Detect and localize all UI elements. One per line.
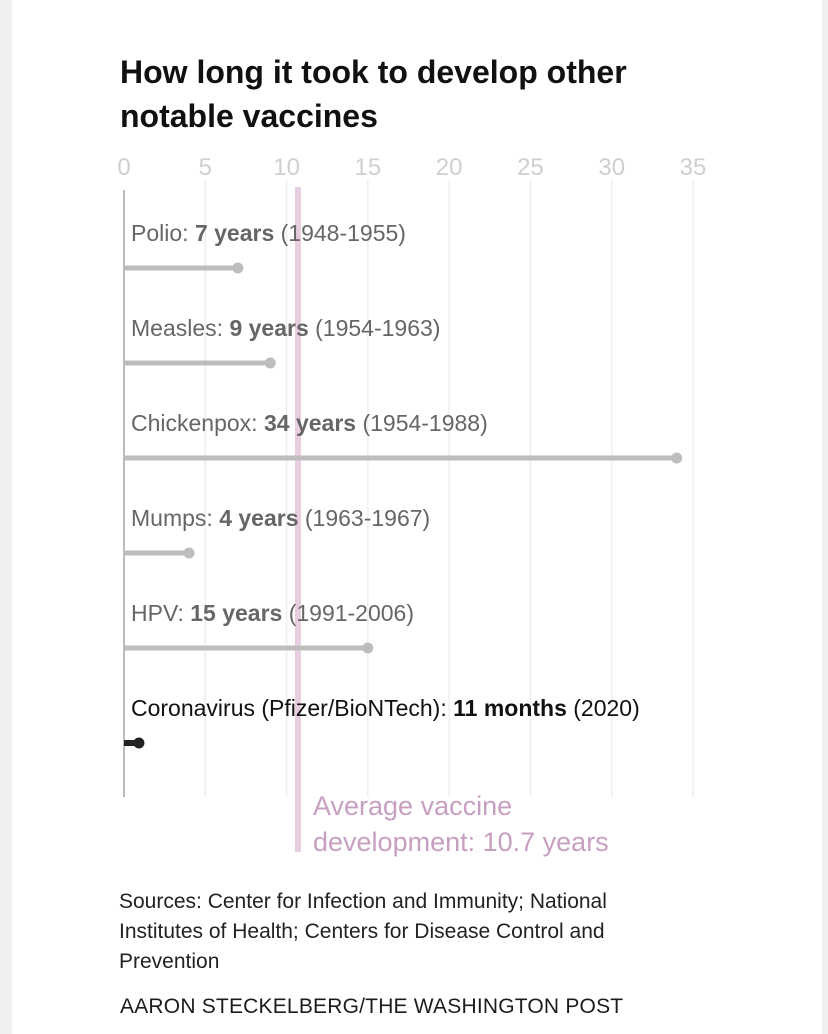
frame-right [822, 0, 828, 1034]
bar-label: Coronavirus (Pfizer/BioNTech): 11 months… [131, 695, 640, 721]
bar-label: HPV: 15 years (1991-2006) [131, 600, 414, 626]
frame-left [0, 0, 12, 1034]
bar-end-dot [671, 452, 683, 464]
vaccine-name: Coronavirus (Pfizer/BioNTech): [131, 695, 453, 721]
average-label-line1: Average vaccine [313, 791, 512, 821]
duration-value: 7 years [195, 220, 274, 246]
bar-label: Mumps: 4 years (1963-1967) [131, 505, 430, 531]
duration-value: 34 years [264, 410, 356, 436]
x-tick-label: 0 [117, 154, 130, 181]
year-range: (1948-1955) [274, 220, 406, 246]
average-label-line2: development: 10.7 years [313, 827, 609, 857]
x-tick-label: 15 [355, 154, 382, 181]
average-line [294, 187, 301, 852]
bar-end-dot [133, 737, 145, 749]
bar-label: Measles: 9 years (1954-1963) [131, 315, 440, 341]
bar-label: Chickenpox: 34 years (1954-1988) [131, 410, 488, 436]
vaccine-name: Polio: [131, 220, 195, 246]
vaccine-name: Mumps: [131, 505, 219, 531]
duration-value: 4 years [219, 505, 298, 531]
bar-end-dot [362, 642, 374, 654]
x-tick-label: 10 [273, 154, 300, 181]
duration-value: 15 years [190, 600, 282, 626]
bar-end-dot [232, 262, 244, 274]
duration-value: 11 months [453, 695, 567, 721]
vaccine-name: Measles: [131, 315, 229, 341]
x-tick-label: 5 [199, 154, 212, 181]
chart-title: How long it took to develop other notabl… [120, 54, 627, 134]
bar-end-dot [264, 357, 276, 369]
year-range: (1954-1963) [309, 315, 441, 341]
year-range: (1954-1988) [356, 410, 488, 436]
x-tick-label: 30 [598, 154, 625, 181]
year-range: (1963-1967) [299, 505, 431, 531]
year-range: (2020) [567, 695, 640, 721]
x-tick-label: 35 [680, 154, 707, 181]
bar-chart: 0 5 10 15 20 25 30 35 Polio: 7 years (1948-1955)… [117, 154, 707, 857]
bar-label: Polio: 7 years (1948-1955) [131, 220, 406, 246]
sources-note: Sources: Center for Infection and Immuni… [119, 890, 607, 973]
bar-end-dot [183, 547, 195, 559]
year-range: (1991-2006) [282, 600, 414, 626]
vaccine-name: HPV: [131, 600, 190, 626]
vaccine-name: Chickenpox: [131, 410, 264, 436]
duration-value: 9 years [229, 315, 308, 341]
credit-line: AARON STECKELBERG/THE WASHINGTON POST [120, 995, 624, 1018]
x-tick-label: 20 [436, 154, 463, 181]
x-tick-label: 25 [517, 154, 544, 181]
